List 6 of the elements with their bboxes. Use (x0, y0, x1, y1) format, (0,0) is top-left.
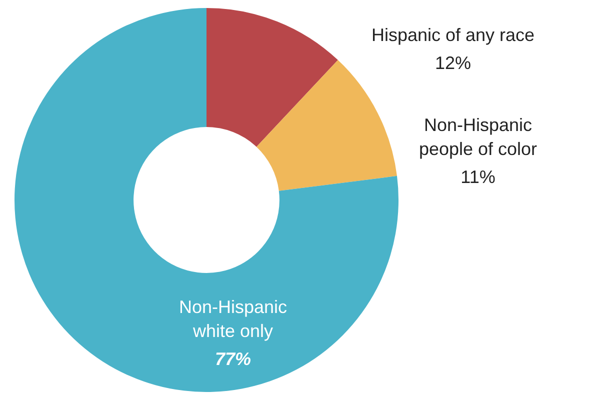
slice-label: Hispanic of any race (371, 24, 535, 45)
slice-label: Non-Hispanic white only (178, 296, 288, 341)
data-label: 77% (214, 348, 252, 369)
slice-label: Non-Hispanic people of color (418, 114, 538, 159)
data-label: 11% (460, 166, 496, 187)
data-label: 12% (434, 52, 472, 73)
